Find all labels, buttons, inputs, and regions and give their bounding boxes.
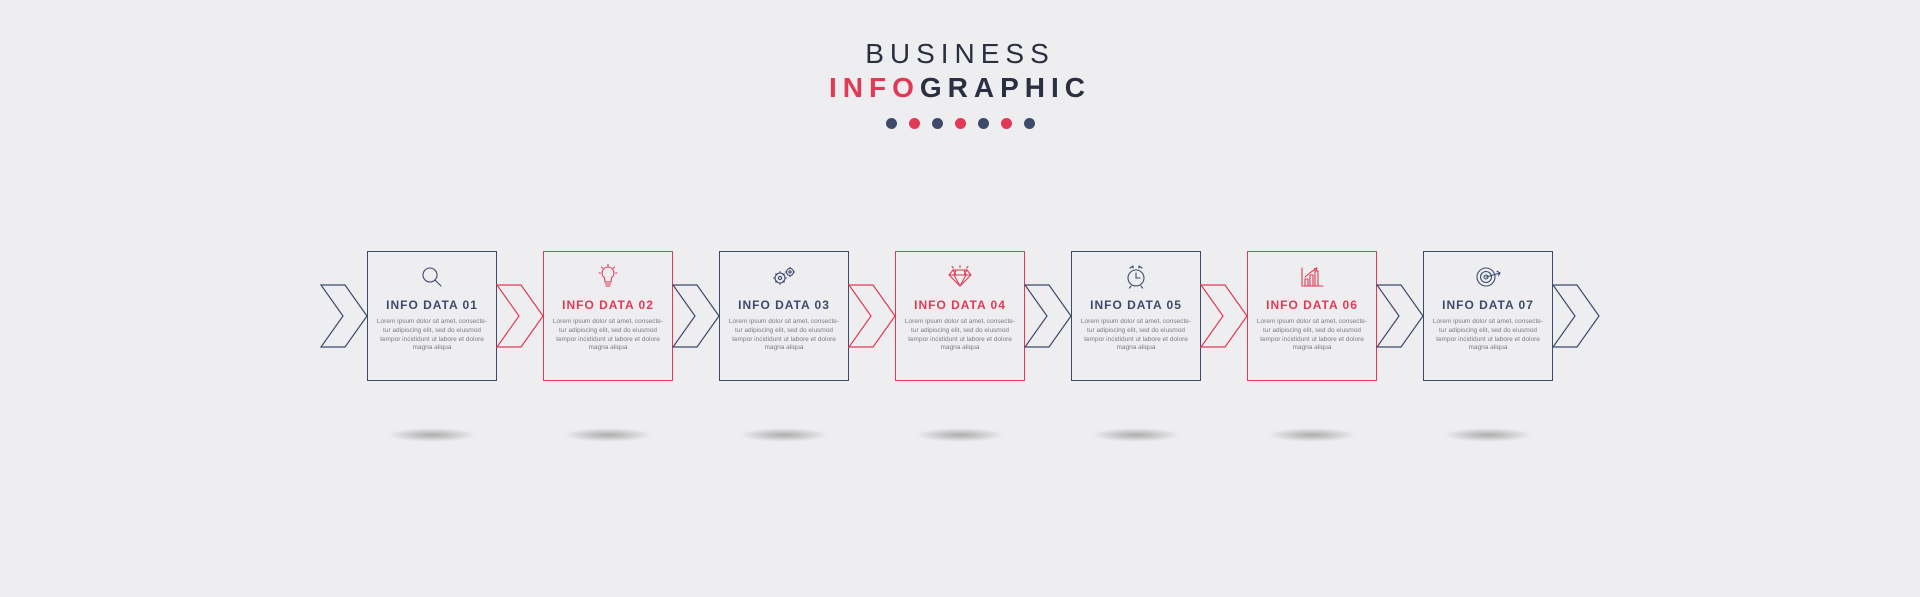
header: BUSINESS INFOGRAPHIC [0, 0, 1920, 129]
step-5: INFO DATA 05 Lorem ipsum dolor sit amet, … [1071, 251, 1247, 381]
header-dot-5 [978, 118, 989, 129]
step-title-3: INFO DATA 03 [738, 298, 830, 312]
step-body-7: Lorem ipsum dolor sit amet, consecte-tur… [1432, 318, 1544, 353]
step-box-4: INFO DATA 04 Lorem ipsum dolor sit amet, … [895, 251, 1025, 381]
step-box-1: INFO DATA 01 Lorem ipsum dolor sit amet, … [367, 251, 497, 381]
title-line2: INFOGRAPHIC [0, 72, 1920, 104]
step-box-5: INFO DATA 05 Lorem ipsum dolor sit amet, … [1071, 251, 1201, 381]
bulb-icon [593, 262, 623, 292]
title-rest: GRAPHIC [920, 72, 1091, 103]
step-body-4: Lorem ipsum dolor sit amet, consecte-tur… [904, 318, 1016, 353]
step-body-6: Lorem ipsum dolor sit amet, consecte-tur… [1256, 318, 1368, 353]
step-7: INFO DATA 07 Lorem ipsum dolor sit amet, … [1423, 251, 1599, 381]
connector-arrow-5 [1201, 251, 1247, 381]
step-2: INFO DATA 02 Lorem ipsum dolor sit amet, … [543, 251, 719, 381]
step-box-7: INFO DATA 07 Lorem ipsum dolor sit amet, … [1423, 251, 1553, 381]
header-dot-4 [955, 118, 966, 129]
connector-arrow-4 [1025, 251, 1071, 381]
step-box-6: INFO DATA 06 Lorem ipsum dolor sit amet, … [1247, 251, 1377, 381]
step-body-1: Lorem ipsum dolor sit amet, consecte-tur… [376, 318, 488, 353]
step-box-3: INFO DATA 03 Lorem ipsum dolor sit amet, … [719, 251, 849, 381]
title-accent: INFO [829, 72, 920, 103]
step-shadow-5 [1091, 428, 1181, 442]
target-icon [1473, 262, 1503, 292]
process-flow: INFO DATA 01 Lorem ipsum dolor sit amet, … [0, 216, 1920, 416]
header-dot-3 [932, 118, 943, 129]
connector-arrow-6 [1377, 251, 1423, 381]
header-dot-2 [909, 118, 920, 129]
step-title-2: INFO DATA 02 [562, 298, 654, 312]
step-body-5: Lorem ipsum dolor sit amet, consecte-tur… [1080, 318, 1192, 353]
step-shadow-3 [739, 428, 829, 442]
header-dot-6 [1001, 118, 1012, 129]
step-3: INFO DATA 03 Lorem ipsum dolor sit amet, … [719, 251, 895, 381]
step-box-2: INFO DATA 02 Lorem ipsum dolor sit amet, … [543, 251, 673, 381]
magnifier-icon [417, 262, 447, 292]
step-title-6: INFO DATA 06 [1266, 298, 1358, 312]
step-body-2: Lorem ipsum dolor sit amet, consecte-tur… [552, 318, 664, 353]
step-1: INFO DATA 01 Lorem ipsum dolor sit amet, … [367, 251, 543, 381]
connector-arrow-7 [1553, 251, 1599, 381]
step-title-1: INFO DATA 01 [386, 298, 478, 312]
lead-arrow [321, 251, 367, 381]
step-shadow-7 [1443, 428, 1533, 442]
step-shadow-6 [1267, 428, 1357, 442]
step-shadow-1 [387, 428, 477, 442]
step-body-3: Lorem ipsum dolor sit amet, consecte-tur… [728, 318, 840, 353]
connector-arrow-2 [673, 251, 719, 381]
header-dots [0, 118, 1920, 129]
gears-icon [769, 262, 799, 292]
step-6: INFO DATA 06 Lorem ipsum dolor sit amet, … [1247, 251, 1423, 381]
connector-arrow-1 [497, 251, 543, 381]
step-title-5: INFO DATA 05 [1090, 298, 1182, 312]
step-title-4: INFO DATA 04 [914, 298, 1006, 312]
chart-icon [1297, 262, 1327, 292]
title-line1: BUSINESS [0, 38, 1920, 70]
diamond-icon [945, 262, 975, 292]
step-title-7: INFO DATA 07 [1442, 298, 1534, 312]
header-dot-1 [886, 118, 897, 129]
clock-icon [1121, 262, 1151, 292]
step-shadow-4 [915, 428, 1005, 442]
step-4: INFO DATA 04 Lorem ipsum dolor sit amet, … [895, 251, 1071, 381]
step-shadow-2 [563, 428, 653, 442]
header-dot-7 [1024, 118, 1035, 129]
connector-arrow-3 [849, 251, 895, 381]
